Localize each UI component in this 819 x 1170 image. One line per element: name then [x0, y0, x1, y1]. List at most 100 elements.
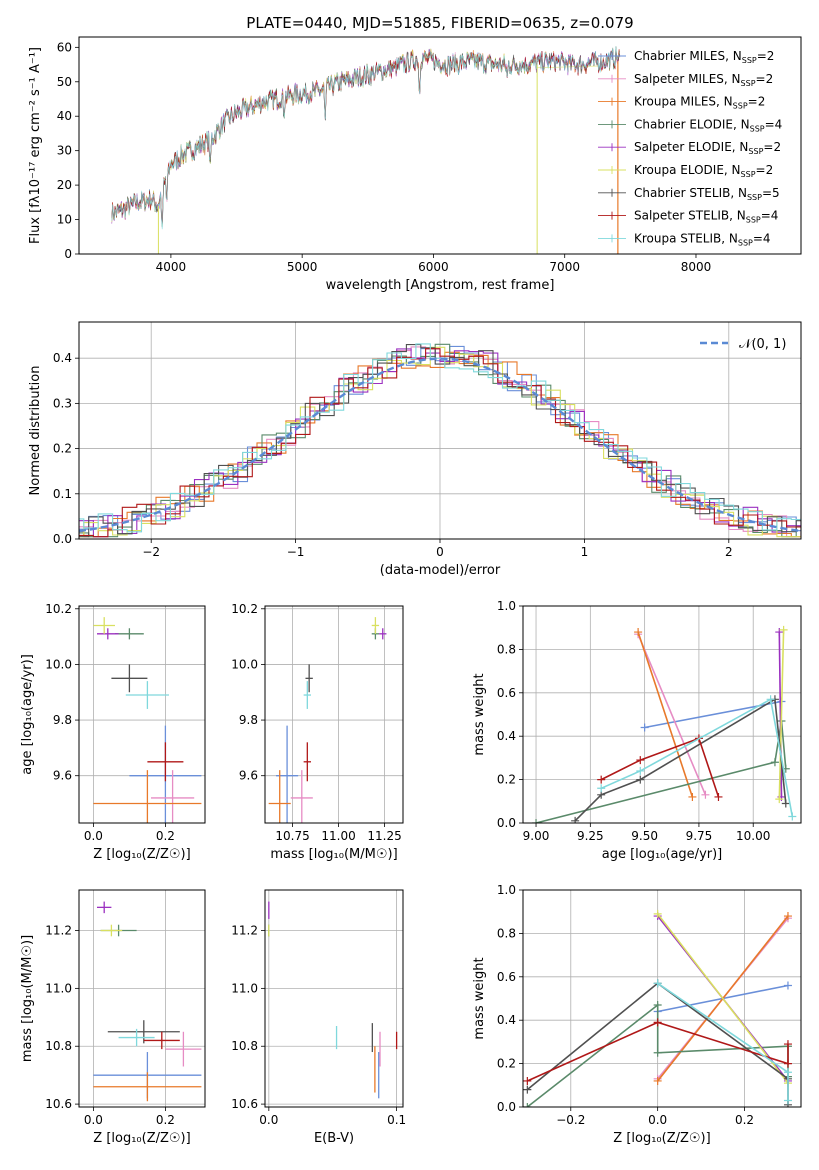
x-axis-label: mass [log₁₀(M/M☉)]: [270, 847, 397, 862]
weight_vs_age-panel: 9.00 9.25 9.50 9.75 10.00 0.0 0.2 0.4 0.6 0.8 1.0 a…: [472, 599, 802, 862]
residual-histogram: [79, 344, 801, 538]
x-tick-label: 0: [436, 545, 444, 559]
y-tick-label: 1.0: [497, 599, 516, 613]
weight-marker: [653, 909, 662, 918]
axes-frame: [78, 889, 206, 1108]
weight_vs_Z-panel: −0.2 0.0 0.2 0.0 0.2 0.4 0.6 0.8 1.0 Z [log₁₀(Z/Z…: [472, 883, 802, 1146]
x-axis-label: wavelength [Angstrom, rest frame]: [326, 278, 555, 293]
residual-histogram: [79, 346, 801, 538]
y-tick-label: 10.0: [231, 657, 258, 671]
weight-line: [600, 737, 720, 798]
y-axis-label: Flux [fλ10⁻¹⁷ erg cm⁻² s⁻¹ A⁻¹]: [28, 47, 43, 244]
weight-marker: [775, 795, 784, 804]
y-tick-label: 0: [64, 247, 72, 261]
weight-line: [778, 629, 785, 800]
y-tick-label: 0.8: [497, 926, 516, 940]
y-tick-label: 50: [57, 75, 72, 89]
weight-marker: [532, 819, 541, 823]
y-tick-label: 0.8: [497, 642, 516, 656]
weight-marker: [636, 756, 645, 765]
legend-label: Salpeter ELODIE, NSSP=2: [634, 140, 781, 156]
weight-marker: [653, 1048, 662, 1057]
legend-label: Kroupa MILES, NSSP=2: [634, 95, 765, 111]
weight-lines: [532, 625, 797, 823]
weight-line: [526, 1021, 789, 1082]
x-tick-label: 8000: [681, 260, 712, 274]
weight-marker: [653, 1018, 662, 1027]
x-tick-label: 4000: [156, 260, 187, 274]
y-tick-label: 10.6: [231, 1097, 258, 1111]
x-axis-label: Z [log₁₀(Z/Z☉)]: [93, 1131, 190, 1146]
y-tick-label: 10.6: [45, 1097, 72, 1111]
y-tick-label: 9.8: [239, 713, 258, 727]
x-tick-label: 0.2: [735, 1113, 754, 1127]
residual-histogram: [79, 348, 801, 538]
x-tick-label: −2: [142, 545, 160, 559]
legend-label: Chabrier STELIB, NSSP=5: [634, 186, 780, 202]
weight-marker: [597, 775, 606, 784]
x-tick-label: 9.25: [577, 829, 604, 843]
y-tick-label: 0.2: [53, 442, 72, 456]
weight-line: [637, 633, 707, 796]
spectrum-legend: Chabrier MILES, NSSP=2 Salpeter MILES, NS…: [598, 49, 782, 247]
y-tick-label: 0.4: [53, 351, 72, 365]
axes-frame: [78, 321, 802, 540]
y-tick-label: 9.6: [53, 769, 72, 783]
weight-marker: [766, 695, 775, 704]
weight-marker: [636, 766, 645, 775]
y-axis-label: mass weight: [472, 673, 487, 755]
y-tick-label: 9.8: [53, 713, 72, 727]
weight-marker: [783, 1059, 792, 1068]
y-tick-label: 30: [57, 144, 72, 158]
x-tick-label: 0.1: [387, 1113, 406, 1127]
mass_vs_EBV-panel: 0.0 0.1 10.6 10.8 11.0 11.2 E(B-V): [231, 889, 406, 1146]
y-tick-label: 0.1: [53, 487, 72, 501]
axes-frame: [264, 605, 404, 824]
weight-marker: [770, 758, 779, 767]
legend-label: Salpeter STELIB, NSSP=4: [634, 209, 778, 225]
x-tick-label: 0.0: [84, 829, 103, 843]
legend-label: Salpeter MILES, NSSP=2: [634, 72, 773, 88]
weight-marker: [597, 784, 606, 793]
x-tick-label: 9.50: [631, 829, 658, 843]
weight-line: [637, 631, 694, 798]
weight-marker: [640, 723, 649, 732]
y-tick-label: 10.8: [45, 1039, 72, 1053]
y-tick-label: 0.6: [497, 686, 516, 700]
weight-marker: [783, 1068, 792, 1077]
y-tick-label: 1.0: [497, 883, 516, 897]
y-tick-label: 0.0: [497, 1100, 516, 1114]
y-tick-label: 60: [57, 40, 72, 54]
y-tick-label: 0.4: [497, 729, 516, 743]
x-axis-label: Z [log₁₀(Z/Z☉)]: [93, 847, 190, 862]
weight-marker: [714, 792, 723, 801]
y-tick-label: 0.0: [497, 816, 516, 830]
weight-marker: [783, 981, 792, 990]
y-axis-label: Normed distribution: [28, 366, 43, 496]
errorbars: [93, 901, 202, 1102]
weight-marker: [783, 1096, 792, 1105]
weight-marker: [523, 1103, 532, 1107]
y-tick-label: 11.2: [231, 924, 258, 938]
y-tick-label: 0.4: [497, 1013, 516, 1027]
errorbars: [268, 901, 398, 1099]
age_vs_mass-panel: 10.75 11.00 11.25 9.6 9.8 10.0 10.2 mass [log₁₀…: [231, 602, 404, 862]
y-tick-label: 0.3: [53, 396, 72, 410]
weight-marker: [571, 816, 580, 823]
spectrum-panel: 4000 5000 6000 7000 8000 0 10 20 30 40 50 60 wavelen…: [28, 36, 802, 293]
y-axis-label: mass [log₁₀(M/M☉)]: [20, 935, 35, 1062]
errorbars: [93, 617, 202, 823]
x-tick-label: −0.2: [556, 1113, 585, 1127]
x-tick-label: 10.75: [275, 829, 309, 843]
y-tick-label: 11.0: [45, 981, 72, 995]
residuals-panel: −2 −1 0 1 2 0.0 0.1 0.2 0.3 0.4 (data-model)/error…: [28, 321, 802, 578]
x-tick-label: 10.00: [736, 829, 770, 843]
residual-histogram: [79, 345, 801, 535]
axes-frame: [78, 605, 206, 824]
weight-marker: [523, 1085, 532, 1094]
x-tick-label: 2: [725, 545, 733, 559]
weight-marker: [783, 912, 792, 921]
x-tick-label: 7000: [549, 260, 580, 274]
weight-marker: [653, 979, 662, 988]
